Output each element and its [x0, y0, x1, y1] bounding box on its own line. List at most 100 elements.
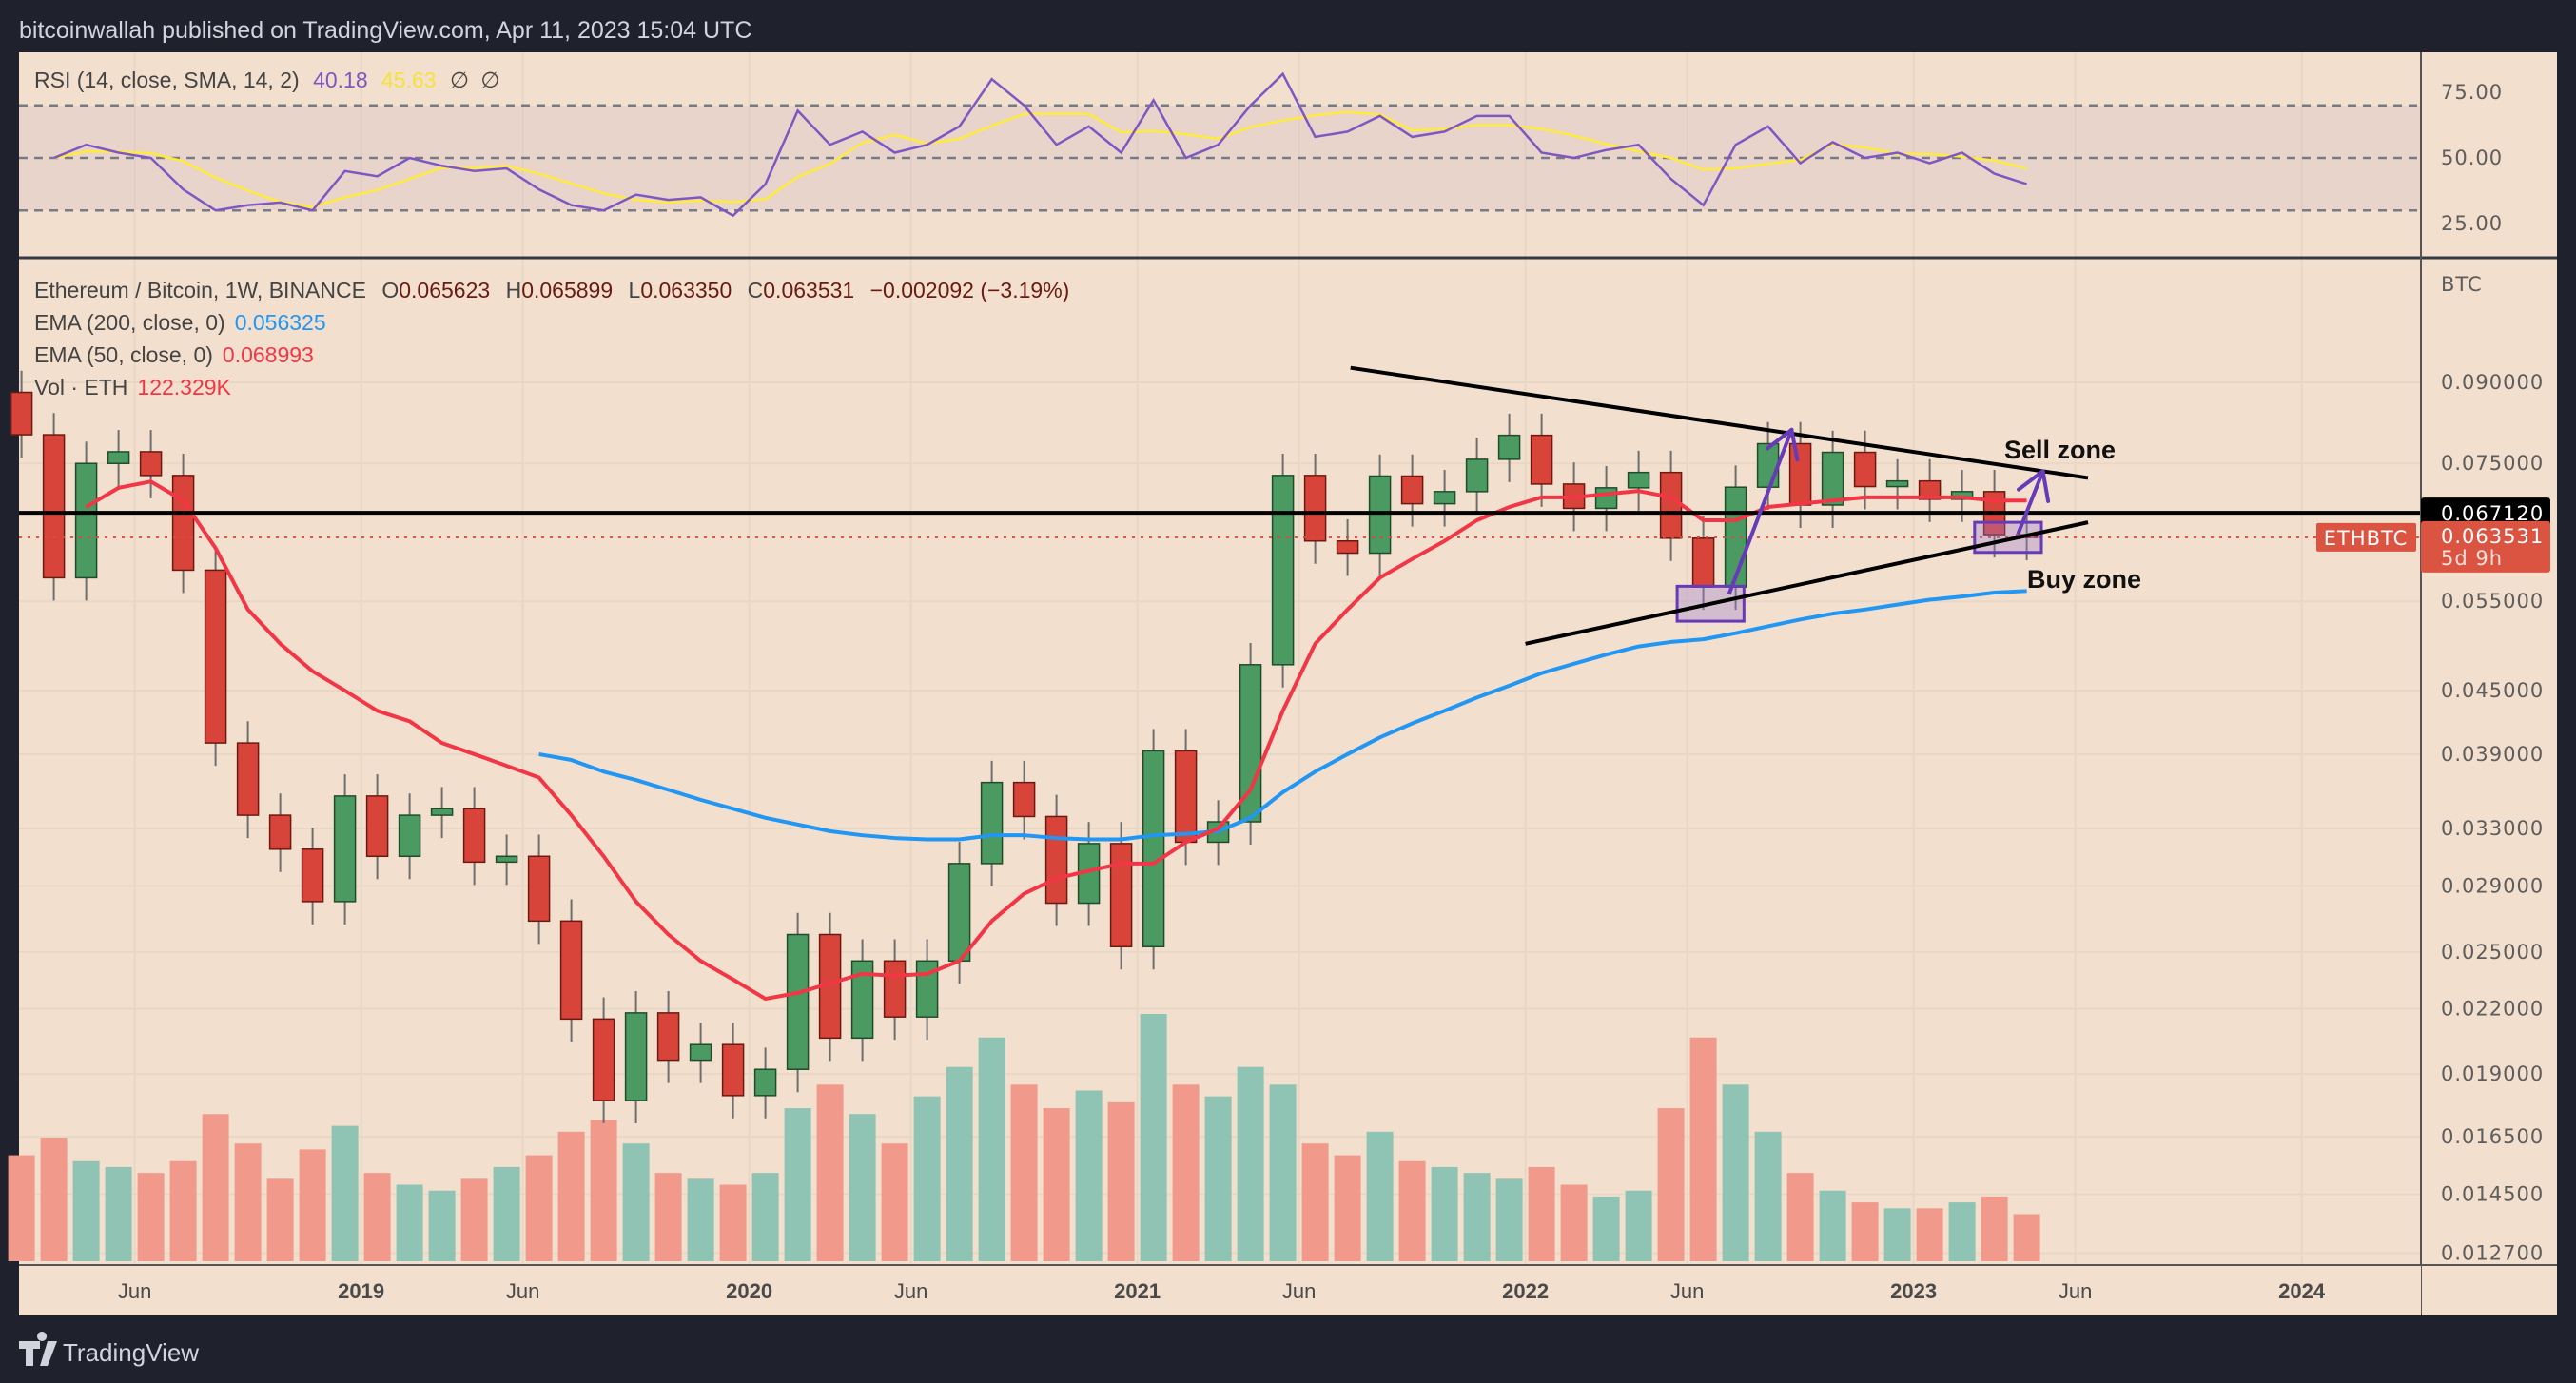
candle[interactable]: [1885, 479, 1909, 488]
sell-zone-label[interactable]: Sell zone: [2004, 436, 2116, 464]
arrow[interactable]: [2016, 470, 2045, 536]
candle[interactable]: [1433, 491, 1456, 505]
drawings[interactable]: [19, 365, 2421, 646]
candle[interactable]: [721, 1043, 745, 1097]
volume-bar: [1301, 1143, 1329, 1261]
time-axis-label: Jun: [1670, 1279, 1704, 1303]
candle[interactable]: [656, 1012, 680, 1062]
candle[interactable]: [398, 814, 421, 858]
candle[interactable]: [883, 960, 907, 1018]
candle[interactable]: [139, 451, 163, 477]
candle[interactable]: [1239, 664, 1262, 823]
candle[interactable]: [1530, 434, 1553, 485]
candle[interactable]: [559, 920, 583, 1021]
rsi-extra2: ∅: [480, 68, 499, 92]
candle[interactable]: [1821, 451, 1844, 506]
candle[interactable]: [753, 1068, 777, 1097]
candle[interactable]: [1918, 479, 1942, 500]
candle[interactable]: [495, 855, 518, 864]
candle[interactable]: [74, 462, 98, 579]
candle[interactable]: [333, 795, 357, 903]
footer-brand[interactable]: TradingView: [63, 1338, 199, 1367]
ema200-legend[interactable]: EMA (200, close, 0) 0.056325: [34, 310, 326, 335]
price-axis-label: 0.029000: [2441, 874, 2544, 897]
level-badge[interactable]: [2421, 497, 2550, 528]
candle[interactable]: [268, 814, 292, 850]
candle[interactable]: [430, 808, 454, 816]
candle[interactable]: [365, 795, 389, 858]
candle[interactable]: [462, 808, 486, 864]
volume-bar: [719, 1184, 747, 1261]
volume-bar: [202, 1114, 229, 1261]
candle[interactable]: [980, 781, 1004, 865]
candle[interactable]: [850, 960, 874, 1040]
candle[interactable]: [236, 742, 260, 816]
arrow[interactable]: [1727, 429, 1794, 595]
rsi-legend[interactable]: RSI (14, close, SMA, 14, 2) 40.18 45.63 …: [34, 68, 499, 92]
candle[interactable]: [527, 855, 551, 923]
candle[interactable]: [107, 451, 130, 464]
candle[interactable]: [1465, 458, 1489, 493]
candle[interactable]: [1142, 750, 1165, 948]
volume-bar: [266, 1178, 294, 1261]
rsi-pane[interactable]: [53, 71, 2027, 218]
trendline[interactable]: [1525, 520, 2089, 646]
ema50-line[interactable]: [85, 479, 2027, 1002]
candle[interactable]: [1109, 843, 1133, 948]
volume-legend[interactable]: Vol · ETH 122.329K: [34, 375, 232, 399]
candle[interactable]: [1659, 471, 1683, 539]
candle[interactable]: [1174, 750, 1198, 844]
candle[interactable]: [1497, 434, 1521, 460]
time-axis[interactable]: [19, 1266, 2421, 1315]
candle[interactable]: [10, 391, 33, 436]
volume-bar: [1625, 1190, 1652, 1261]
trendline[interactable]: [1350, 365, 2089, 480]
candle[interactable]: [1788, 442, 1812, 506]
zone-box[interactable]: [1973, 520, 2043, 555]
volume-bar: [1754, 1131, 1782, 1261]
price-axis[interactable]: BTC 75.00 50.00 25.00 0.090000 0.075000 0.0550…: [2316, 81, 2550, 1264]
volume-bar: [1366, 1131, 1394, 1261]
candle[interactable]: [1594, 487, 1618, 510]
candle[interactable]: [1627, 471, 1650, 489]
candle[interactable]: [42, 434, 66, 579]
volume-bar: [299, 1149, 326, 1261]
candle[interactable]: [689, 1043, 712, 1062]
candle[interactable]: [1691, 537, 1715, 588]
time-axis-label: Jun: [1282, 1279, 1316, 1303]
candle[interactable]: [301, 848, 324, 903]
arrow-head-icon: [1766, 427, 1794, 451]
tradingview-logo-icon[interactable]: [19, 1332, 57, 1366]
candle[interactable]: [1271, 475, 1295, 666]
close-value: 0.063531: [763, 278, 854, 302]
volume-bar: [363, 1173, 391, 1261]
last-price-badge[interactable]: [2421, 520, 2550, 573]
zone-box[interactable]: [1675, 584, 1746, 623]
last-price-text: 0.063531: [2441, 525, 2544, 548]
rsi-sma-line[interactable]: [53, 110, 2027, 209]
time-axis-label: 2020: [726, 1279, 772, 1303]
symbol-legend[interactable]: Ethereum / Bitcoin, 1W, BINANCE O0.06562…: [34, 278, 1069, 302]
price-pane[interactable]: [10, 370, 2039, 1123]
candle[interactable]: [1853, 451, 1877, 488]
volume-bar: [622, 1143, 650, 1261]
candle[interactable]: [1303, 475, 1327, 542]
candle[interactable]: [1400, 475, 1424, 505]
buy-zone-label[interactable]: Buy zone: [2027, 565, 2141, 594]
candle[interactable]: [1336, 539, 1359, 555]
ema200-line[interactable]: [538, 589, 2027, 842]
candle[interactable]: [592, 1018, 615, 1101]
candle[interactable]: [947, 863, 971, 963]
candle[interactable]: [786, 933, 810, 1070]
high-value: 0.065899: [521, 278, 613, 302]
candle[interactable]: [624, 1012, 648, 1101]
ema50-legend[interactable]: EMA (50, close, 0) 0.068993: [34, 342, 314, 367]
candle[interactable]: [204, 569, 227, 744]
price-axis-label: 0.019000: [2441, 1062, 2544, 1085]
rsi-line[interactable]: [53, 71, 2027, 218]
candle[interactable]: [1012, 781, 1036, 818]
candle[interactable]: [1044, 815, 1068, 905]
candle[interactable]: [171, 475, 195, 572]
candle[interactable]: [1756, 442, 1780, 488]
